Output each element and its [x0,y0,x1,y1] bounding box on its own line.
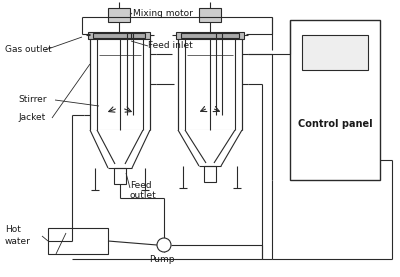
Bar [302,35,368,70]
Bar [181,33,239,38]
Bar [178,39,242,130]
Polygon shape [90,130,150,168]
Text: Hot: Hot [5,225,21,235]
Bar [204,166,216,182]
Text: Control panel: Control panel [298,119,372,129]
Bar [114,168,126,184]
Bar [90,39,150,130]
Bar [48,228,108,254]
Text: Pump: Pump [149,255,175,265]
Bar [108,8,130,22]
Text: Mixing motor: Mixing motor [133,9,193,17]
Text: Gas outlet: Gas outlet [5,45,52,55]
Bar [93,33,145,38]
Circle shape [157,238,171,252]
Text: Feed inlet: Feed inlet [148,42,193,50]
Text: Stirrer: Stirrer [18,96,46,104]
Text: Feed: Feed [130,181,152,189]
Text: outlet: outlet [130,191,157,201]
Polygon shape [178,130,242,166]
Bar [176,32,244,39]
Bar [88,32,150,39]
Text: Jacket: Jacket [18,114,45,122]
Bar [290,20,380,180]
Bar [199,8,221,22]
Text: water: water [5,237,31,247]
